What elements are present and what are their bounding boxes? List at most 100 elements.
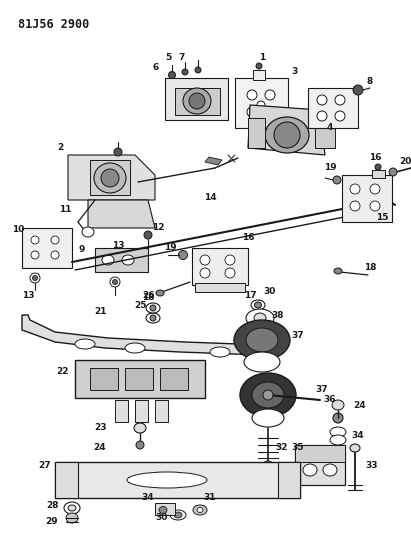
Ellipse shape [136,441,144,449]
Text: 37: 37 [316,385,328,394]
Ellipse shape [125,343,145,353]
Polygon shape [248,118,265,148]
Text: 3: 3 [292,68,298,77]
Text: 2: 2 [57,143,63,152]
Text: 27: 27 [39,461,51,470]
Ellipse shape [197,507,203,513]
Text: 30: 30 [156,513,168,522]
Ellipse shape [127,472,207,488]
Ellipse shape [102,255,114,265]
Text: 33: 33 [366,461,378,470]
Polygon shape [22,228,72,268]
Ellipse shape [31,251,39,259]
Text: 19: 19 [164,244,176,253]
Text: 35: 35 [292,443,304,453]
Ellipse shape [335,111,345,121]
Polygon shape [55,462,78,498]
Ellipse shape [263,461,273,469]
Text: 34: 34 [352,431,364,440]
Ellipse shape [252,409,284,427]
Text: 6: 6 [153,63,159,72]
Ellipse shape [156,290,164,296]
Ellipse shape [64,502,80,514]
Text: 28: 28 [46,500,58,510]
Polygon shape [155,503,175,515]
Polygon shape [295,445,345,485]
Ellipse shape [82,227,94,237]
Ellipse shape [350,201,360,211]
Text: 30: 30 [264,287,276,296]
Text: 24: 24 [94,443,106,453]
Ellipse shape [317,95,327,105]
Ellipse shape [189,93,205,109]
Ellipse shape [317,111,327,121]
Ellipse shape [193,505,207,515]
Ellipse shape [182,69,188,75]
Ellipse shape [146,303,160,313]
Polygon shape [295,445,345,462]
Ellipse shape [333,413,343,423]
Text: 29: 29 [46,518,58,527]
Ellipse shape [254,313,266,323]
Polygon shape [248,105,325,155]
Text: 9: 9 [79,246,85,254]
Polygon shape [195,283,245,292]
Ellipse shape [389,168,397,176]
Polygon shape [342,175,392,222]
Ellipse shape [332,400,344,410]
Text: 24: 24 [354,400,366,409]
Ellipse shape [334,268,342,274]
Ellipse shape [370,184,380,194]
Polygon shape [155,400,168,422]
Text: 1: 1 [259,53,265,62]
Text: 26: 26 [142,290,154,300]
Ellipse shape [146,313,160,323]
Text: 23: 23 [94,424,106,432]
Ellipse shape [159,506,167,513]
Ellipse shape [274,122,300,148]
Ellipse shape [114,148,122,156]
Text: 5: 5 [165,53,171,62]
Polygon shape [115,400,128,422]
Ellipse shape [101,169,119,187]
Ellipse shape [200,268,210,278]
Ellipse shape [303,464,317,476]
Ellipse shape [246,328,278,352]
Ellipse shape [51,236,59,244]
Ellipse shape [66,513,78,523]
Text: 36: 36 [324,395,336,405]
Ellipse shape [257,101,265,109]
Polygon shape [372,170,385,178]
Polygon shape [192,248,248,285]
Text: 34: 34 [142,494,154,503]
Ellipse shape [244,352,280,372]
Ellipse shape [251,300,265,310]
Text: 20: 20 [399,157,411,166]
Ellipse shape [178,251,187,260]
Polygon shape [22,315,265,355]
Text: 32: 32 [276,443,288,453]
Text: 16: 16 [369,154,381,163]
Text: 18: 18 [364,263,376,272]
Ellipse shape [195,67,201,73]
Ellipse shape [110,277,120,287]
Ellipse shape [225,255,235,265]
Ellipse shape [150,315,156,321]
Ellipse shape [323,464,337,476]
Text: 12: 12 [152,223,164,232]
Ellipse shape [265,117,309,153]
Polygon shape [55,462,300,498]
Ellipse shape [350,444,360,452]
Ellipse shape [32,276,37,280]
Polygon shape [75,360,205,398]
Ellipse shape [94,163,126,193]
Text: 17: 17 [244,290,256,300]
Ellipse shape [247,90,257,100]
Ellipse shape [333,176,341,184]
Text: 31: 31 [204,494,216,503]
Polygon shape [88,200,155,228]
Polygon shape [90,160,130,195]
Polygon shape [253,70,265,80]
Ellipse shape [210,347,230,357]
Ellipse shape [68,505,76,511]
